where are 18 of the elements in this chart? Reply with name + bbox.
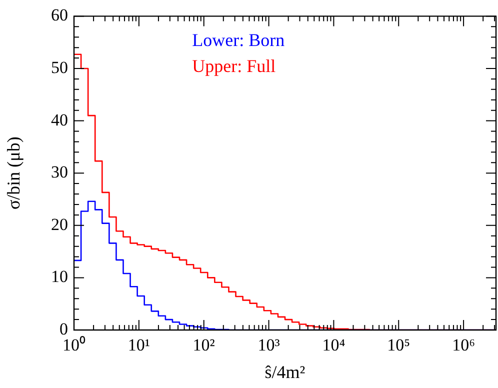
y-tick-label: 60: [51, 6, 68, 25]
x-tick-label: 10⁵: [387, 336, 410, 355]
text: Lower: Born: [192, 30, 285, 50]
y-tick-label: 50: [51, 58, 68, 77]
y-tick-label: 0: [60, 319, 68, 338]
y-tick-label: 10: [51, 267, 68, 286]
x-tick-label: 10⁰: [62, 336, 86, 355]
x-tick-label: 10²: [192, 336, 215, 355]
y-tick-label: 40: [51, 110, 68, 130]
x-tick-label: 10⁴: [322, 336, 346, 355]
x-tick-label: 10⁶: [452, 336, 476, 355]
x-axis-title: ŝ/4m²: [264, 362, 306, 382]
x-tick-label: 10¹: [128, 336, 150, 355]
y-tick-label: 30: [51, 162, 68, 182]
x-tick-label: 10³: [258, 336, 280, 355]
y-axis-title: σ/bin (μb): [4, 136, 24, 210]
text: Upper: Full: [192, 56, 276, 76]
y-tick-label: 20: [51, 214, 68, 234]
